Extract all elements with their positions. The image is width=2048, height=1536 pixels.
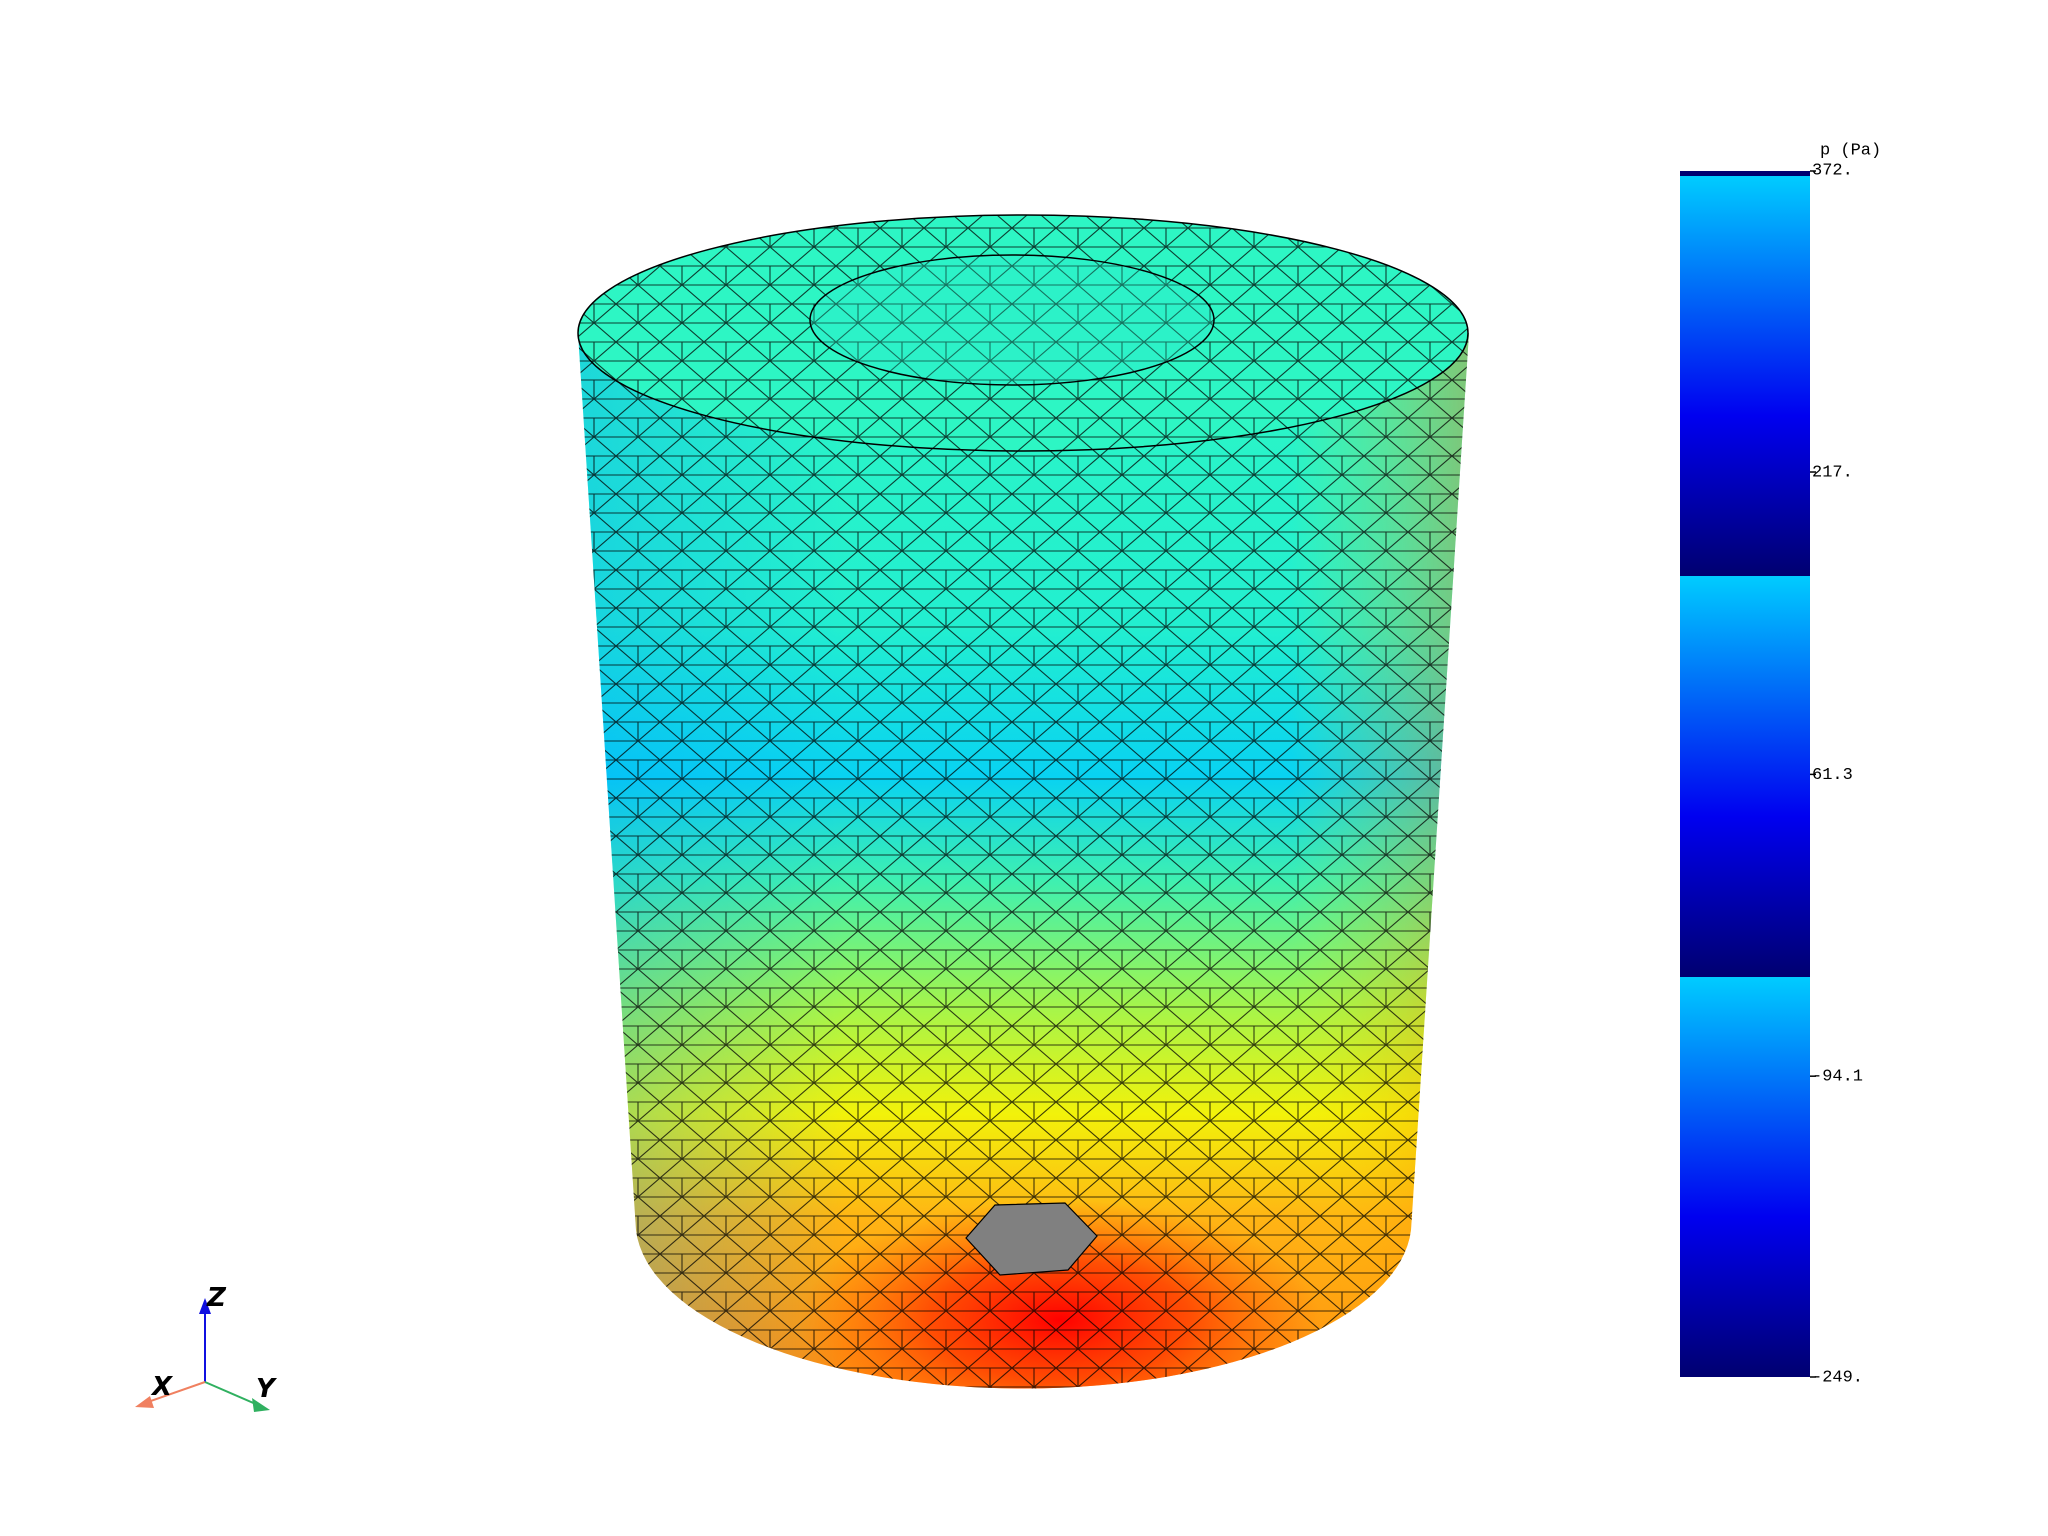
axis-label-x: X [150,1372,174,1402]
tick-label: -94.1 [1812,1068,1863,1087]
axes-triad: Z X Y [135,1283,278,1412]
tick-label: 372. [1812,161,1853,180]
tick-label: 217. [1812,463,1853,482]
axis-label-y: Y [256,1374,278,1404]
axis-label-z: Z [206,1283,227,1313]
tick-label: -249. [1812,1368,1863,1387]
colorbar: p (Pa) 372. 217. 61.3 -94.1 -249. [1680,141,1881,1387]
colorbar-title: p (Pa) [1820,141,1881,160]
tick-label: 61.3 [1812,766,1853,785]
cylinder [577,214,1469,1389]
